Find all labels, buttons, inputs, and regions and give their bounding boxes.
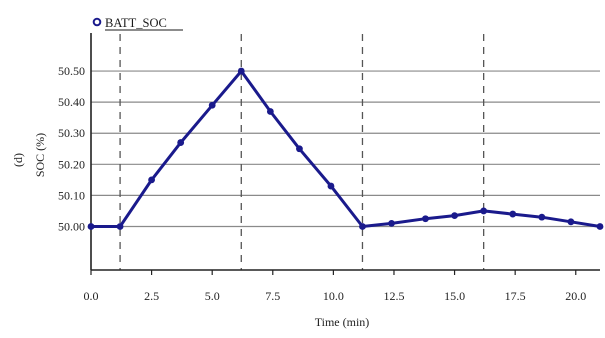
data-point bbox=[567, 218, 575, 226]
data-point bbox=[480, 207, 488, 215]
data-point bbox=[237, 67, 245, 75]
x-axis-label: Time (min) bbox=[315, 315, 370, 329]
data-point bbox=[538, 213, 546, 221]
grid-lines bbox=[91, 70, 600, 228]
data-point bbox=[327, 182, 335, 190]
x-tick-label: 10.0 bbox=[323, 289, 344, 303]
x-tick-label: 0.0 bbox=[84, 289, 99, 303]
data-point bbox=[596, 223, 604, 230]
x-tick-label: 12.5 bbox=[383, 289, 404, 303]
data-point bbox=[87, 223, 95, 230]
x-tick-label: 7.5 bbox=[265, 289, 280, 303]
y-tick-label: 50.30 bbox=[58, 126, 85, 140]
data-point bbox=[116, 223, 124, 230]
data-point bbox=[451, 212, 458, 220]
data-point bbox=[388, 219, 395, 227]
y-axis-label: SOC (%) bbox=[33, 133, 47, 177]
panel-label: (d) bbox=[11, 153, 25, 167]
tick-labels: 50.00 50.10 50.20 50.30 50.40 50.50 0.0 2.5 5.0 7… bbox=[58, 64, 586, 303]
series-layer bbox=[87, 67, 604, 230]
data-point bbox=[266, 108, 274, 115]
data-point bbox=[208, 101, 216, 109]
data-point bbox=[422, 215, 429, 223]
data-point bbox=[359, 223, 366, 230]
legend: BATT_SOC bbox=[92, 16, 183, 31]
data-point bbox=[509, 210, 517, 218]
data-point bbox=[177, 139, 185, 146]
legend-marker-icon bbox=[92, 17, 102, 27]
legend-label: BATT_SOC bbox=[105, 16, 167, 30]
y-tick-label: 50.10 bbox=[58, 188, 85, 202]
data-point bbox=[148, 176, 155, 184]
x-tick-label: 2.5 bbox=[144, 289, 159, 303]
series-line bbox=[91, 69, 601, 228]
x-tick-label: 20.0 bbox=[565, 289, 586, 303]
axes bbox=[90, 33, 600, 275]
y-tick-label: 50.40 bbox=[58, 95, 85, 109]
y-tick-label: 50.20 bbox=[58, 157, 85, 171]
data-point bbox=[296, 145, 303, 153]
y-tick-label: 50.50 bbox=[58, 64, 85, 78]
y-tick-label: 50.00 bbox=[58, 219, 85, 233]
x-tick-label: 5.0 bbox=[205, 289, 220, 303]
vertical-markers bbox=[119, 34, 485, 270]
x-tick-label: 17.5 bbox=[505, 289, 526, 303]
x-tick-label: 15.0 bbox=[444, 289, 465, 303]
